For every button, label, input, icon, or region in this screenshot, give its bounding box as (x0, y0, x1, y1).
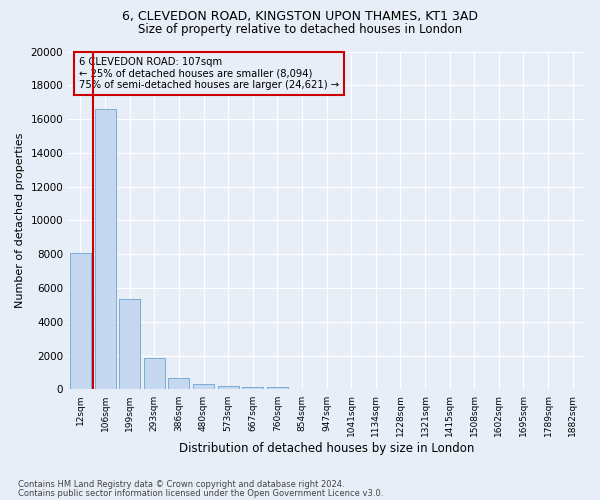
Bar (242, 386, 263, 390)
Bar (119, 299, 140, 390)
Text: 6 CLEVEDON ROAD: 107sqm
← 25% of detached houses are smaller (8,094)
75% of semi: 6 CLEVEDON ROAD: 107sqm ← 25% of detache… (79, 56, 338, 90)
Bar (169, 378, 190, 390)
Bar (218, 386, 239, 390)
Text: 6, CLEVEDON ROAD, KINGSTON UPON THAMES, KT1 3AD: 6, CLEVEDON ROAD, KINGSTON UPON THAMES, … (122, 10, 478, 23)
Y-axis label: Number of detached properties: Number of detached properties (15, 133, 25, 308)
Bar (95, 109, 116, 390)
Bar (70, 252, 91, 390)
Bar (144, 358, 165, 390)
Bar (193, 384, 214, 390)
Text: Contains HM Land Registry data © Crown copyright and database right 2024.: Contains HM Land Registry data © Crown c… (18, 480, 344, 489)
Text: Contains public sector information licensed under the Open Government Licence v3: Contains public sector information licen… (18, 488, 383, 498)
X-axis label: Distribution of detached houses by size in London: Distribution of detached houses by size … (179, 442, 474, 455)
Text: Size of property relative to detached houses in London: Size of property relative to detached ho… (138, 22, 462, 36)
Bar (267, 387, 288, 390)
